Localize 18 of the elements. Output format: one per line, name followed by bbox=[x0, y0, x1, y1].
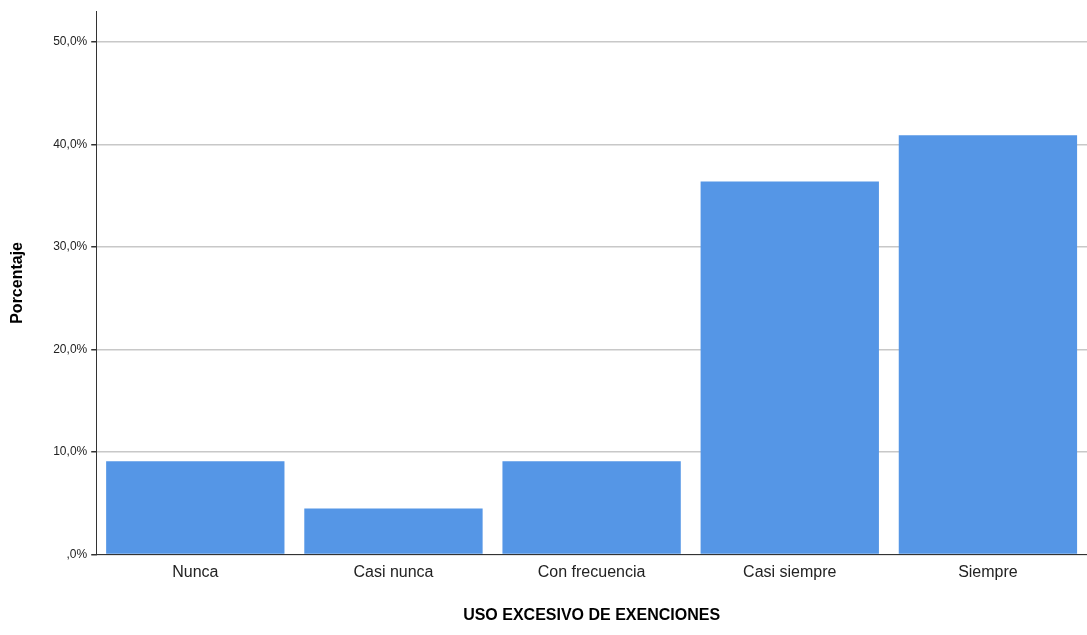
bar bbox=[106, 461, 285, 554]
bar bbox=[700, 181, 879, 554]
x-tick-label: Siempre bbox=[958, 562, 1018, 580]
y-tick-label: 20,0% bbox=[53, 341, 88, 356]
y-axis-title: Porcentaje bbox=[8, 241, 26, 324]
y-tick-label: 50,0% bbox=[53, 34, 88, 49]
y-tick-label: 30,0% bbox=[53, 239, 88, 254]
y-tick-label: 10,0% bbox=[53, 444, 88, 459]
x-axis-title: USO EXCESIVO DE EXENCIONES bbox=[463, 605, 721, 623]
x-tick-label: Con frecuencia bbox=[537, 562, 646, 580]
x-tick-label: Casi siempre bbox=[743, 562, 837, 580]
x-tick-label: Nunca bbox=[172, 562, 219, 580]
y-tick-label: 40,0% bbox=[53, 136, 88, 151]
x-tick-label: Casi nunca bbox=[353, 562, 434, 580]
bar bbox=[898, 135, 1078, 554]
bar bbox=[304, 508, 483, 554]
bar bbox=[502, 461, 681, 554]
y-tick-label: ,0% bbox=[66, 546, 88, 561]
